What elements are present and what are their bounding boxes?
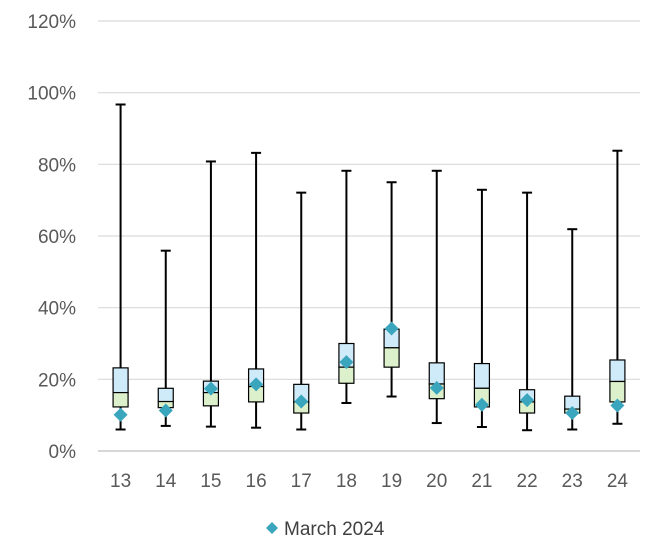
march-2024-point xyxy=(610,398,625,413)
x-tick-label: 20 xyxy=(426,471,447,492)
march-2024-point xyxy=(339,355,354,370)
y-tick-label: 120% xyxy=(27,12,76,33)
legend-marker-icon xyxy=(266,522,278,534)
box-13 xyxy=(112,103,129,431)
march-2024-point xyxy=(203,381,218,396)
y-tick-label: 100% xyxy=(27,84,76,105)
march-2024-point xyxy=(294,394,309,409)
march-2024-point xyxy=(520,393,535,408)
march-2024-point xyxy=(113,407,128,422)
x-tick-label: 13 xyxy=(110,471,131,492)
x-tick-label: 16 xyxy=(246,471,267,492)
gridlines xyxy=(98,20,640,452)
march-2024-point xyxy=(474,397,489,412)
box-21 xyxy=(473,188,491,428)
y-tick-label: 0% xyxy=(49,442,77,463)
y-tick-label: 20% xyxy=(38,370,76,391)
march-2024-point xyxy=(429,380,444,395)
y-axis-tick-labels: 0% 20% 40% 60% 80% 100% 120% xyxy=(27,12,76,463)
x-tick-label: 19 xyxy=(381,471,402,492)
y-tick-label: 40% xyxy=(38,299,76,320)
boxes xyxy=(112,103,626,432)
x-tick-label: 15 xyxy=(200,471,221,492)
march-2024-point xyxy=(565,406,580,421)
x-tick-label: 21 xyxy=(471,471,492,492)
legend: March 2024 xyxy=(266,519,385,540)
x-tick-label: 14 xyxy=(155,471,177,492)
upper-quartile-box xyxy=(609,359,626,383)
legend-label: March 2024 xyxy=(284,519,385,540)
upper-quartile-box xyxy=(112,367,129,394)
lower-quartile-box xyxy=(383,347,400,368)
box-24 xyxy=(609,149,626,425)
box-23 xyxy=(564,228,581,431)
x-tick-label: 18 xyxy=(336,471,357,492)
box-19 xyxy=(383,181,400,398)
x-axis-tick-labels: 13 14 15 16 17 18 19 20 21 22 23 24 xyxy=(110,471,628,492)
y-tick-label: 80% xyxy=(38,155,76,176)
march-2024-point xyxy=(384,321,399,336)
y-tick-label: 60% xyxy=(38,227,76,248)
box-17 xyxy=(293,191,310,431)
x-tick-label: 17 xyxy=(291,471,312,492)
x-tick-label: 24 xyxy=(607,471,629,492)
upper-quartile-box xyxy=(473,362,491,389)
box-14 xyxy=(157,249,174,427)
march-2024-markers xyxy=(113,321,625,422)
upper-quartile-box xyxy=(157,387,174,403)
lower-quartile-box xyxy=(112,391,129,408)
upper-quartile-box xyxy=(428,362,445,385)
march-2024-point xyxy=(158,403,173,418)
x-tick-label: 23 xyxy=(562,471,583,492)
x-tick-label: 22 xyxy=(517,471,538,492)
march-2024-point xyxy=(249,377,264,392)
lower-quartile-box xyxy=(338,366,355,384)
